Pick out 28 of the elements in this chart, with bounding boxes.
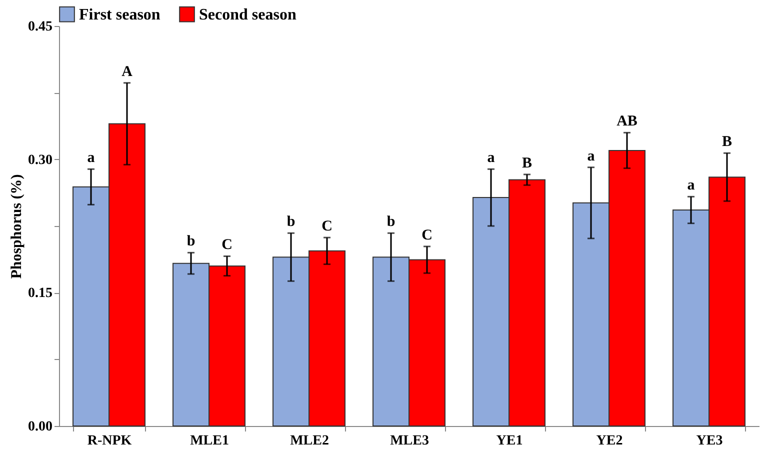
annotation: b (386, 214, 396, 230)
annotation: a (87, 150, 96, 166)
legend-label: First season (79, 6, 160, 24)
annotation: b (286, 214, 296, 230)
annotation: B (522, 155, 532, 172)
y-tick-label: 0.15 (28, 286, 52, 302)
y-tick-label: 0.45 (28, 20, 52, 34)
annotation: a (587, 148, 596, 164)
y-tick-label: 0.00 (28, 420, 52, 434)
y-axis-title: Phosphorus (%) (9, 174, 25, 279)
annotation: A (122, 64, 133, 80)
annotation: C (322, 218, 332, 235)
x-tick-label: MLE3 (390, 434, 429, 448)
x-tick-label: MLE1 (190, 434, 229, 448)
x-tick-label: MLE2 (290, 434, 329, 448)
annotation: C (422, 227, 432, 244)
annotation: a (487, 150, 496, 166)
legend-label: Second season (199, 6, 296, 24)
x-tick-label: YE2 (596, 434, 623, 448)
annotation: B (722, 134, 732, 150)
annotation: a (687, 178, 696, 194)
annotation: AB (616, 114, 638, 130)
annotation: C (222, 237, 232, 254)
x-tick-label: R-NPK (87, 434, 132, 448)
y-tick-label: 0.30 (28, 152, 52, 168)
x-tick-label: YE1 (496, 434, 523, 448)
x-tick-label: YE3 (696, 434, 723, 448)
annotation: b (186, 234, 196, 250)
